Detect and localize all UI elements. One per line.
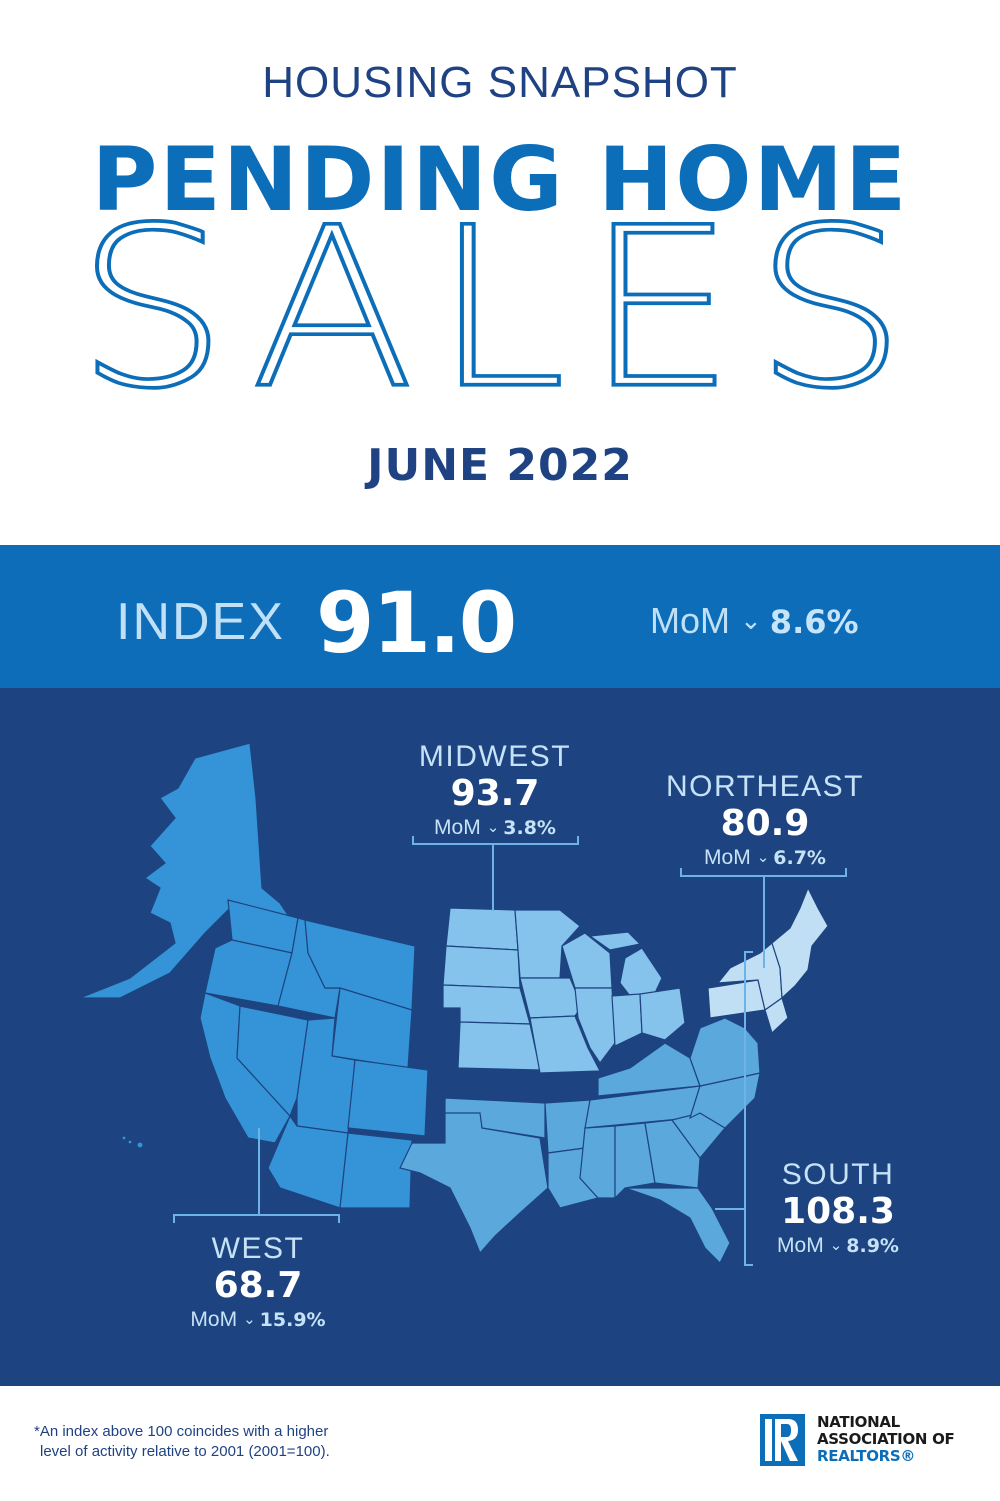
region-northeast: NORTHEAST 80.9 MoM ⌄ 6.7%: [645, 770, 885, 872]
chevron-down-icon: ⌄: [829, 1237, 843, 1254]
mom-label: MoM: [777, 1234, 824, 1257]
mom-pct: 3.8%: [503, 817, 556, 839]
chevron-down-icon: ⌄: [486, 819, 500, 836]
footnote-line-1: *An index above 100 coincides with a hig…: [34, 1423, 329, 1440]
nar-logo-text: NATIONAL ASSOCIATION OF REALTORS®: [817, 1413, 955, 1465]
index-value: 91.0: [316, 574, 517, 672]
national-mom: MoM ⌄ 8.6%: [650, 600, 859, 642]
region-value: 68.7: [213, 1265, 303, 1306]
region-name: MIDWEST: [418, 740, 572, 773]
footnote-line-2: level of activity relative to 2001 (2001…: [40, 1443, 330, 1460]
kicker-title: HOUSING SNAPSHOT: [262, 58, 738, 107]
national-index-band: [0, 545, 1000, 688]
mom-pct: 15.9%: [259, 1309, 326, 1331]
region-west-shape: [79, 742, 429, 1209]
region-value: 108.3: [781, 1191, 895, 1232]
chevron-down-icon: ⌄: [756, 849, 770, 866]
region-value: 80.9: [720, 803, 810, 844]
title-sales: SALES: [0, 179, 1000, 438]
footer: [0, 1386, 1000, 1501]
index-label: INDEX: [116, 593, 285, 651]
region-mom: MoM ⌄ 6.7%: [645, 844, 885, 872]
mom-pct: 8.9%: [846, 1235, 899, 1257]
mom-label: MoM: [704, 846, 751, 869]
mom-label: MoM: [650, 600, 730, 641]
region-west: WEST 68.7 MoM ⌄ 15.9%: [158, 1232, 358, 1334]
logo-line-1: NATIONAL: [817, 1413, 900, 1431]
region-name: SOUTH: [781, 1158, 895, 1191]
mom-pct: 8.6%: [769, 603, 859, 641]
region-northeast-shape: [707, 886, 829, 1035]
report-date: JUNE 2022: [367, 440, 633, 491]
region-midwest-shape: [442, 907, 686, 1074]
callout-lines: [173, 836, 847, 1266]
region-mom: MoM ⌄ 15.9%: [158, 1306, 358, 1334]
chevron-down-icon: ⌄: [740, 605, 762, 635]
region-name: NORTHEAST: [666, 770, 864, 803]
mom-label: MoM: [434, 816, 481, 839]
logo-line-2: ASSOCIATION OF: [817, 1430, 955, 1448]
region-name: WEST: [211, 1232, 305, 1265]
chevron-down-icon: ⌄: [243, 1311, 256, 1328]
footnote: *An index above 100 coincides with a hig…: [34, 1422, 330, 1462]
title-sales-text: SALES: [74, 179, 925, 438]
region-south-shape: [399, 1017, 761, 1265]
title-pending-home: PENDING HOME: [91, 128, 909, 231]
logo-line-3: REALTORS®: [817, 1447, 916, 1465]
region-value: 93.7: [450, 773, 540, 814]
region-midwest: MIDWEST 93.7 MoM ⌄ 3.8%: [395, 740, 595, 842]
region-mom: MoM ⌄ 8.9%: [738, 1232, 938, 1260]
realtor-r-logo-icon: [760, 1414, 805, 1466]
mom-pct: 6.7%: [773, 847, 826, 869]
region-south: SOUTH 108.3 MoM ⌄ 8.9%: [738, 1158, 938, 1260]
us-map: [79, 742, 847, 1266]
region-mom: MoM ⌄ 3.8%: [395, 814, 595, 842]
mom-label: MoM: [190, 1308, 238, 1331]
header: HOUSING SNAPSHOT PENDING HOME SALES JUNE…: [0, 0, 1000, 545]
